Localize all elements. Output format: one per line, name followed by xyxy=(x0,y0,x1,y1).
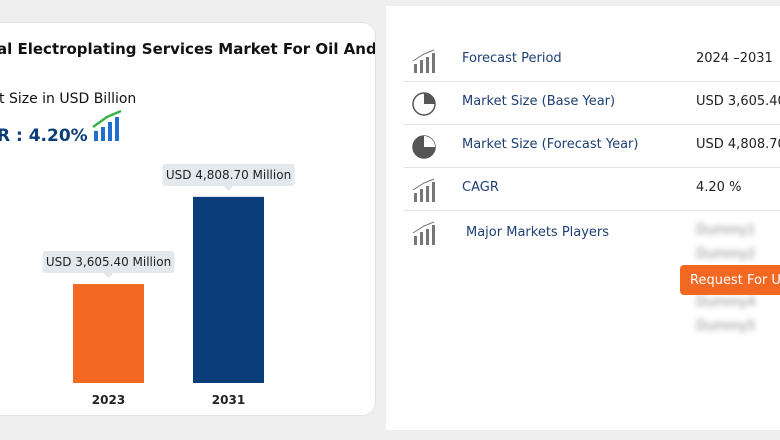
value-label: USD 4,808.70 Million xyxy=(166,168,291,182)
row-icon xyxy=(412,178,435,202)
table-row: CAGR 4.20 % xyxy=(404,168,780,211)
request-button[interactable]: Request For U xyxy=(680,265,780,295)
player-name: Dummy1 xyxy=(696,223,756,238)
row-label: CAGR xyxy=(462,180,499,195)
value-label: USD 3,605.40 Million xyxy=(46,255,171,269)
chart-title: al Electroplating Services Market For Oi… xyxy=(0,40,375,58)
x-tick-label: 2031 xyxy=(212,393,245,407)
row-label: Major Markets Players xyxy=(466,225,610,240)
value-label-box xyxy=(42,251,175,274)
chart-subtitle: t Size in USD Billion xyxy=(0,91,136,107)
value-label-pointer xyxy=(223,185,234,191)
bar xyxy=(73,284,144,383)
growth-icon xyxy=(92,109,122,141)
row-label: Forecast Period xyxy=(462,51,562,66)
row-value: 4.20 % xyxy=(696,180,742,195)
cagr: R : 4.20% xyxy=(0,126,88,146)
chart: al Electroplating Services Market For Oi… xyxy=(0,40,377,407)
bar xyxy=(193,196,264,383)
player-name: Dummy2 xyxy=(696,247,756,262)
row-icon xyxy=(412,221,435,245)
chart-card: al Electroplating Services Market For Oi… xyxy=(0,22,377,416)
value-label-pointer xyxy=(103,273,114,279)
row-value: USD 3,605.40 Mi xyxy=(696,94,780,109)
player-name: Dummy4 xyxy=(696,295,756,310)
row-icon xyxy=(412,49,435,73)
summary-panel: Forecast Period 2024 –2031 Market Size (Ba… xyxy=(386,6,780,430)
row-icon xyxy=(412,135,436,159)
row-label: Market Size (Forecast Year) xyxy=(462,137,639,152)
value-label-box xyxy=(162,163,295,186)
table-row: Forecast Period 2024 –2031 xyxy=(404,39,780,82)
x-tick-label: 2023 xyxy=(92,393,125,407)
table-row: Market Size (Base Year) USD 3,605.40 Mi xyxy=(404,82,780,125)
table-row: Major Markets Players xyxy=(404,211,780,253)
table-row: Market Size (Forecast Year) USD 4,808.70 … xyxy=(404,125,780,168)
row-icon xyxy=(412,92,436,116)
player-name: Dummy5 xyxy=(696,319,756,334)
row-value: USD 4,808.70 Mi xyxy=(696,137,780,152)
row-label: Market Size (Base Year) xyxy=(462,94,616,109)
row-value: 2024 –2031 xyxy=(696,51,773,66)
